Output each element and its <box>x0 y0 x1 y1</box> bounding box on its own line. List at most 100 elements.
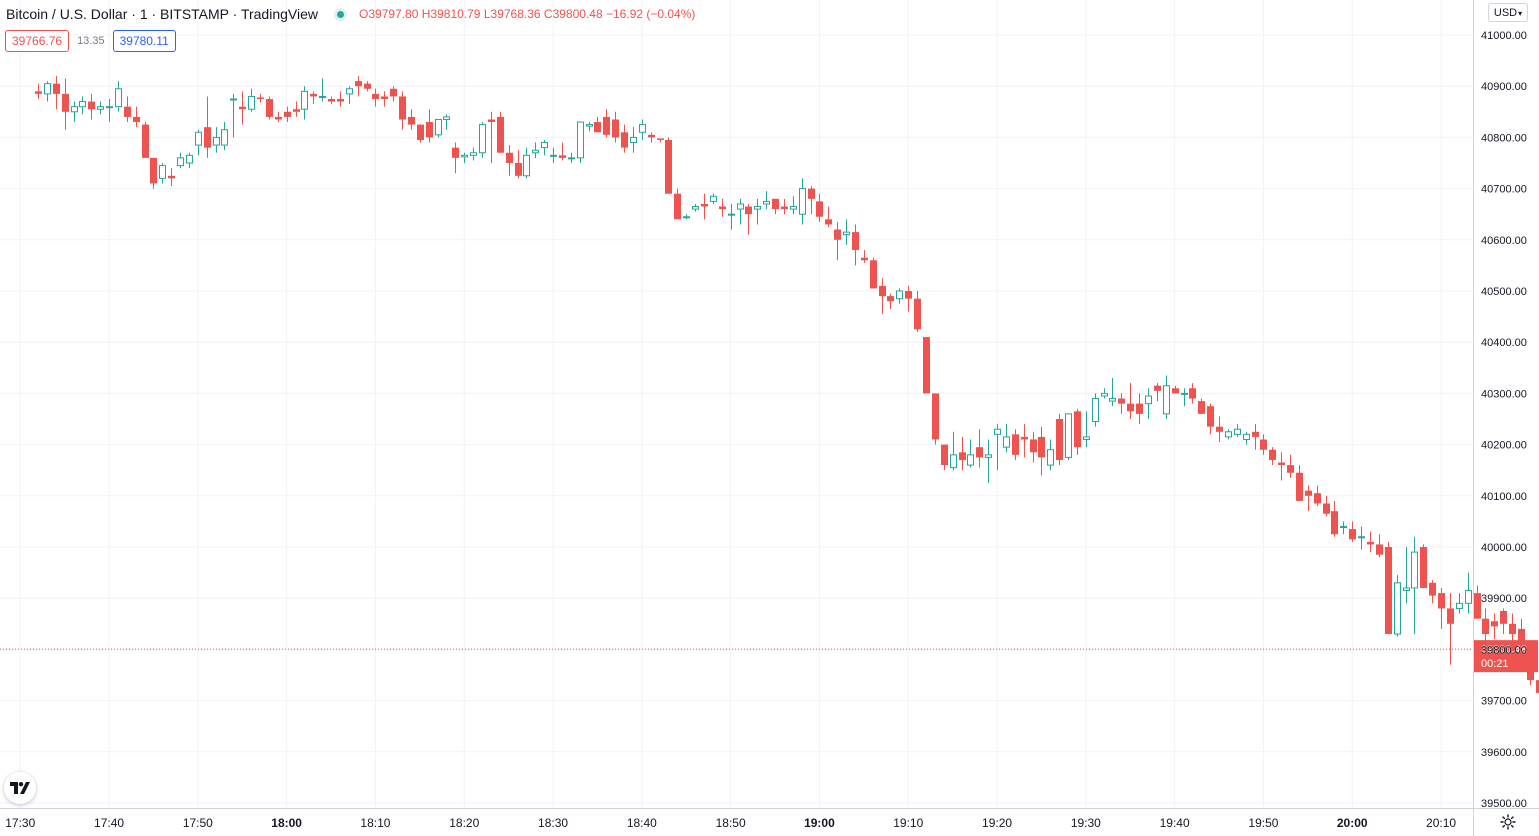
candle <box>319 78 326 102</box>
candle <box>106 99 113 123</box>
candle <box>1260 434 1267 455</box>
candles <box>35 75 1539 693</box>
candle-body <box>230 98 237 101</box>
last-price-badge <box>1474 640 1538 673</box>
candle-body <box>328 99 335 102</box>
candle <box>1243 431 1250 445</box>
high-value: 39810.79 <box>430 7 481 21</box>
candle-body <box>1065 413 1072 458</box>
candle-body <box>737 203 744 210</box>
candle <box>1012 429 1019 460</box>
candle-body <box>186 154 193 164</box>
candle <box>612 111 619 143</box>
candle-body <box>976 447 983 458</box>
candle <box>1207 403 1214 435</box>
spread-value: 13.35 <box>77 35 105 47</box>
candle-body <box>914 298 921 330</box>
candle-body <box>470 152 477 156</box>
candle-body <box>639 124 646 133</box>
sell-button[interactable]: 39766.76 <box>5 30 70 52</box>
settings-gear-icon[interactable] <box>1500 814 1516 830</box>
candle-body <box>239 106 246 110</box>
candle-body <box>479 124 486 154</box>
quote-buttons: 39766.76 13.35 39780.11 <box>5 30 176 52</box>
candle-body <box>1260 439 1267 450</box>
candle-body <box>266 99 273 117</box>
candle-body <box>1323 503 1330 514</box>
candle-body <box>648 134 655 138</box>
market-status-icon[interactable] <box>334 7 347 21</box>
candle <box>1216 416 1223 443</box>
candle <box>470 147 477 161</box>
candle <box>568 152 575 163</box>
buy-button[interactable]: 39780.11 <box>112 30 176 52</box>
symbol-title[interactable]: Bitcoin / U.S. Dollar · 1 · BITSTAMP · T… <box>6 6 318 22</box>
candle-body <box>1145 395 1152 405</box>
candle-body <box>657 138 664 140</box>
candle <box>1234 424 1241 437</box>
candle-body <box>390 88 397 97</box>
candle <box>293 101 300 117</box>
candle <box>1340 521 1347 535</box>
candle <box>142 122 149 158</box>
candle <box>257 93 264 103</box>
candle <box>683 214 690 220</box>
candle <box>1536 680 1539 693</box>
candle <box>1376 534 1383 558</box>
candle <box>1136 393 1143 425</box>
candle-body <box>1030 439 1037 453</box>
candle-body <box>825 219 832 225</box>
candle <box>53 75 60 110</box>
candle <box>1465 572 1472 614</box>
candle <box>1403 547 1410 604</box>
candle-body <box>150 157 157 184</box>
x-tick-label: 18:50 <box>716 816 746 830</box>
candle <box>550 147 557 163</box>
candle-body <box>701 203 708 207</box>
candle <box>44 81 51 102</box>
candle-body <box>62 93 69 112</box>
candle <box>1056 413 1063 466</box>
candle-body <box>1163 385 1170 415</box>
tradingview-logo-icon[interactable] <box>4 772 36 804</box>
candle <box>310 91 317 105</box>
candle <box>967 439 974 468</box>
candle <box>1109 378 1116 407</box>
candle-body <box>1269 449 1276 460</box>
candle <box>896 288 903 304</box>
candle-body <box>1074 411 1081 448</box>
candle-body <box>710 195 717 202</box>
candle <box>346 86 353 105</box>
candle <box>941 444 948 471</box>
candle <box>1358 526 1365 550</box>
candle <box>737 198 744 225</box>
candle <box>124 96 131 123</box>
currency-button[interactable]: USD▾ <box>1488 3 1528 22</box>
candle <box>586 122 593 132</box>
candle-body <box>1447 608 1454 624</box>
candle <box>408 109 415 130</box>
x-tick-label: 17:50 <box>183 816 213 830</box>
candle-body <box>515 163 522 176</box>
candle <box>355 75 362 97</box>
candle <box>1172 385 1179 394</box>
candle-body <box>816 201 823 217</box>
candle <box>1394 575 1401 637</box>
candle-body <box>1367 541 1374 545</box>
candle <box>905 285 912 312</box>
candle <box>648 132 655 143</box>
candle <box>532 142 539 158</box>
candle <box>159 163 166 184</box>
candle-body <box>790 206 797 210</box>
y-tick-label: 41000.00 <box>1481 30 1527 42</box>
candle-body <box>870 260 877 289</box>
x-tick-label: 18:00 <box>271 816 302 830</box>
y-tick-label: 39900.00 <box>1481 593 1527 605</box>
candle-body <box>124 106 131 117</box>
candle <box>497 111 504 153</box>
candle <box>1474 585 1481 619</box>
y-tick-label: 40300.00 <box>1481 388 1527 400</box>
candle-body <box>559 155 566 158</box>
candle <box>639 119 646 140</box>
